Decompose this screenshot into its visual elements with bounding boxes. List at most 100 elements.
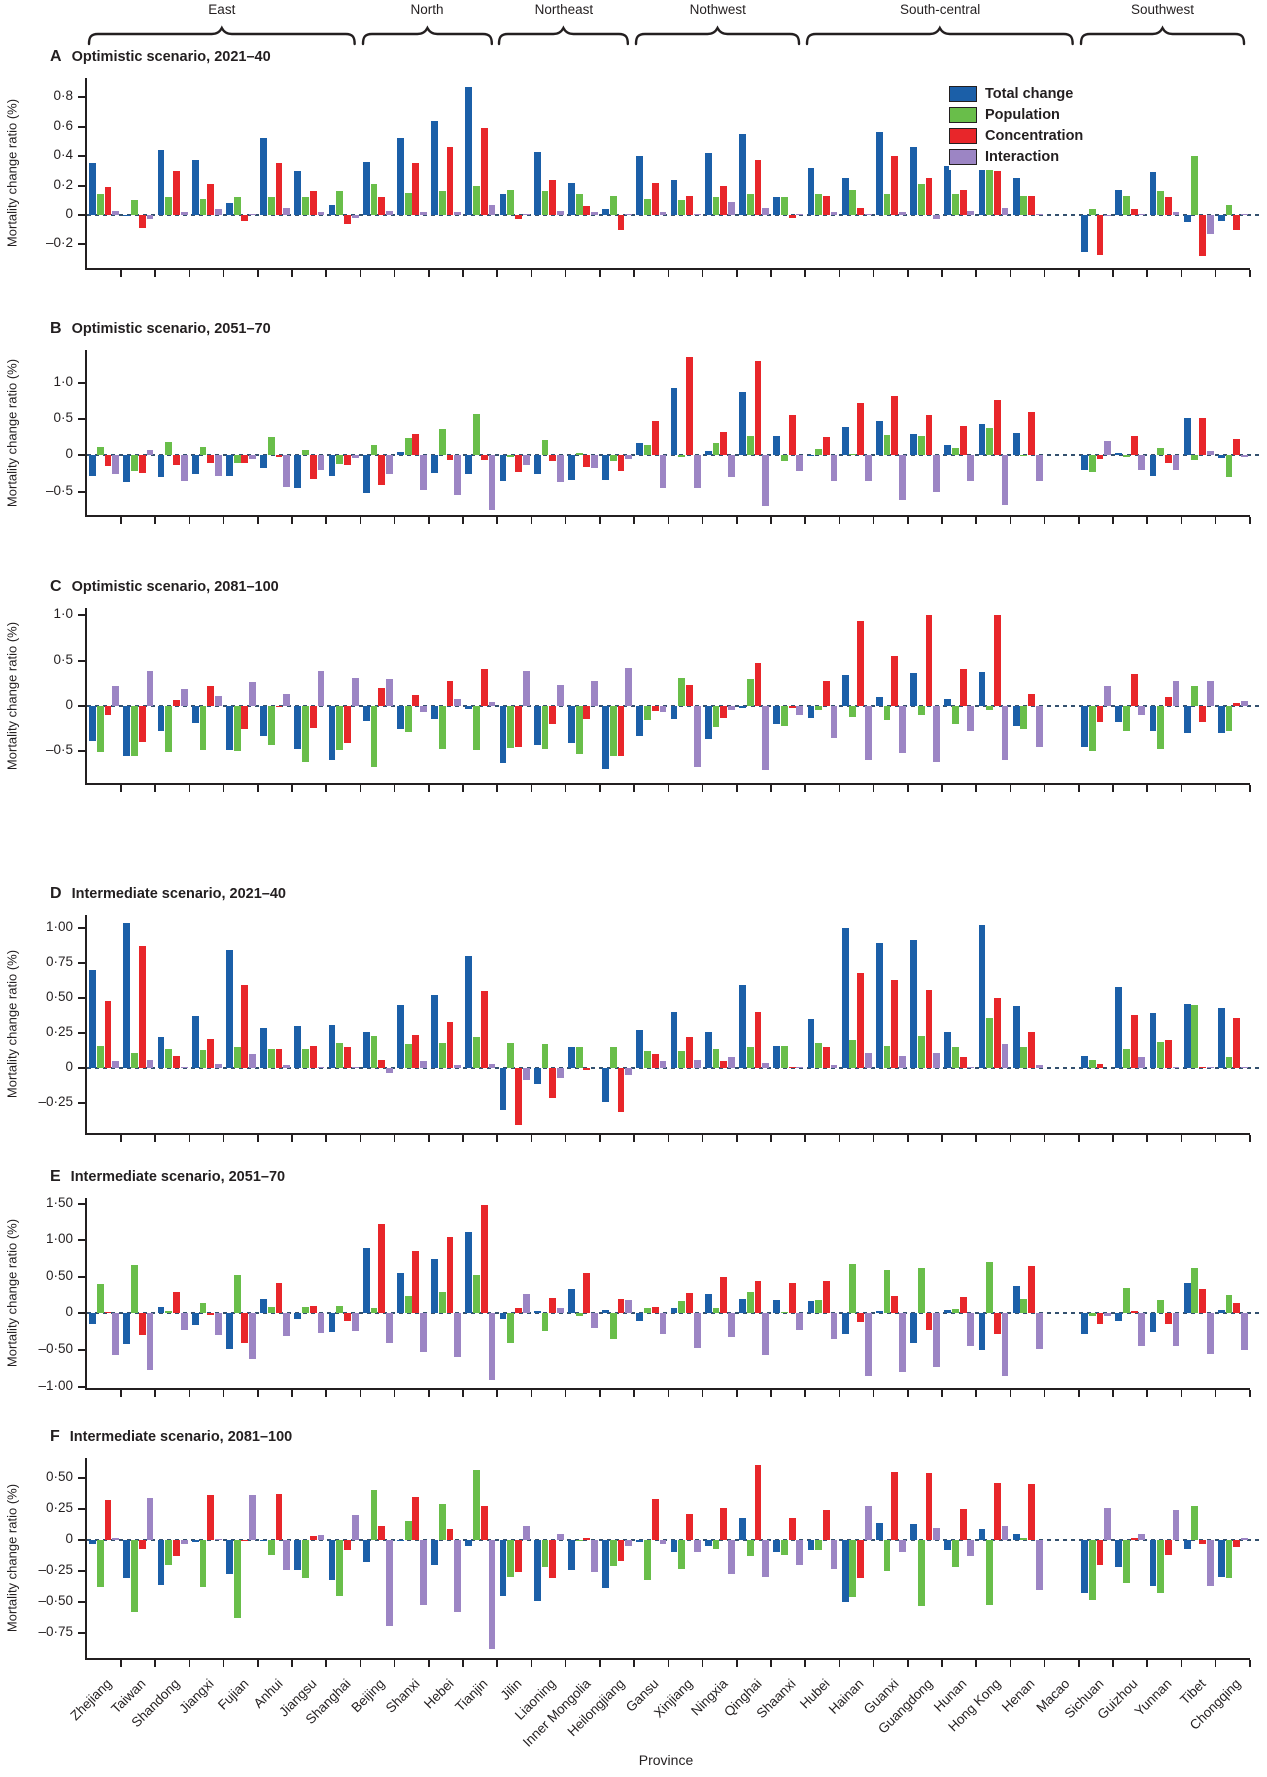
panel-title-text: Intermediate scenario, 2021–40 — [71, 886, 286, 902]
bar — [659, 1061, 667, 1069]
y-tick-mark — [78, 1476, 87, 1479]
bar — [123, 214, 131, 217]
bar — [533, 1068, 541, 1084]
bar — [796, 213, 804, 215]
bar — [625, 1299, 633, 1314]
bar — [1241, 1066, 1248, 1069]
bar — [591, 680, 598, 706]
bar — [1035, 1065, 1043, 1069]
bar — [857, 972, 864, 1069]
bar — [131, 1052, 138, 1069]
x-tick-mark — [599, 785, 601, 792]
bar — [378, 455, 386, 486]
bar — [522, 1293, 530, 1314]
bar — [1149, 1539, 1157, 1586]
bar — [138, 455, 146, 473]
bar — [104, 1000, 112, 1069]
bar — [294, 1026, 302, 1069]
bar — [1081, 455, 1088, 470]
bar — [1164, 1040, 1172, 1069]
x-tick-mark — [257, 1660, 259, 1667]
bar — [336, 705, 344, 751]
bar — [575, 705, 583, 754]
x-tick-mark — [941, 1135, 943, 1142]
bar — [1191, 685, 1199, 706]
bar — [1088, 1539, 1096, 1600]
region-label: South-central — [899, 2, 981, 17]
bar — [978, 424, 986, 456]
bar — [378, 687, 386, 706]
bar — [499, 1539, 507, 1596]
bar — [123, 1539, 131, 1579]
bar — [952, 1539, 959, 1568]
x-tick-mark — [1180, 517, 1183, 524]
legend-label: Concentration — [985, 128, 1084, 144]
bar — [488, 1539, 496, 1650]
x-tick-mark — [359, 270, 362, 277]
zero-line — [87, 213, 1260, 216]
bar — [317, 455, 325, 470]
bar — [925, 989, 933, 1069]
bar — [378, 197, 386, 215]
bar — [967, 705, 975, 732]
x-tick-mark — [701, 270, 704, 277]
bar — [556, 1068, 564, 1079]
bar — [704, 1031, 712, 1069]
x-tick-mark — [120, 1660, 122, 1667]
bar — [636, 1313, 644, 1321]
bar — [754, 1281, 762, 1314]
x-tick-mark — [530, 1135, 533, 1142]
bar — [180, 688, 188, 706]
bar — [420, 455, 427, 491]
bar — [157, 1306, 165, 1314]
bar — [636, 156, 644, 215]
bar — [165, 1048, 173, 1069]
x-tick-mark — [770, 785, 772, 792]
x-tick-mark — [1112, 270, 1114, 277]
region-header: East North Northeast Nothwest South-central S… — [85, 2, 1248, 48]
bar — [1035, 705, 1043, 747]
x-tick-mark — [291, 1135, 293, 1142]
bar — [1183, 1282, 1191, 1314]
bar — [112, 1313, 120, 1356]
bar — [351, 455, 359, 458]
bar — [1028, 1484, 1035, 1540]
bar — [397, 451, 404, 456]
bar — [712, 443, 720, 456]
bar — [1138, 213, 1146, 215]
y-tick-mark — [78, 418, 87, 421]
panel-title: B Optimistic scenario, 2051–70 — [50, 320, 271, 338]
bar — [1138, 1533, 1146, 1540]
y-tick-label: 0·50 — [45, 1468, 73, 1484]
bar — [917, 705, 925, 715]
bar — [199, 447, 207, 456]
bar — [438, 1042, 446, 1069]
bar — [644, 198, 651, 215]
bar — [533, 455, 541, 475]
bar — [841, 178, 849, 215]
y-tick-label: 1·50 — [45, 1194, 73, 1210]
bar — [602, 1539, 610, 1589]
x-tick-mark — [188, 1135, 191, 1142]
bar — [1130, 1311, 1138, 1314]
x-tick-mark — [599, 517, 601, 524]
bar — [773, 705, 781, 725]
bar — [480, 990, 488, 1069]
x-tick-mark — [291, 1660, 293, 1667]
bar — [1191, 1506, 1199, 1540]
x-tick-mark — [462, 517, 464, 524]
panel-letter: A — [50, 48, 62, 65]
bar — [841, 427, 849, 456]
bar — [454, 455, 462, 495]
bar — [659, 212, 667, 215]
bar — [583, 705, 591, 719]
bar — [728, 1057, 735, 1069]
legend-label: Total change — [985, 86, 1074, 102]
y-axis-label: Mortality change ratio (%) — [4, 949, 20, 1099]
bar — [959, 189, 967, 215]
x-tick-mark — [975, 1660, 977, 1667]
bar — [967, 1066, 975, 1069]
x-tick-mark — [1180, 1390, 1183, 1397]
bar — [925, 1472, 933, 1540]
bar — [1183, 1003, 1191, 1069]
